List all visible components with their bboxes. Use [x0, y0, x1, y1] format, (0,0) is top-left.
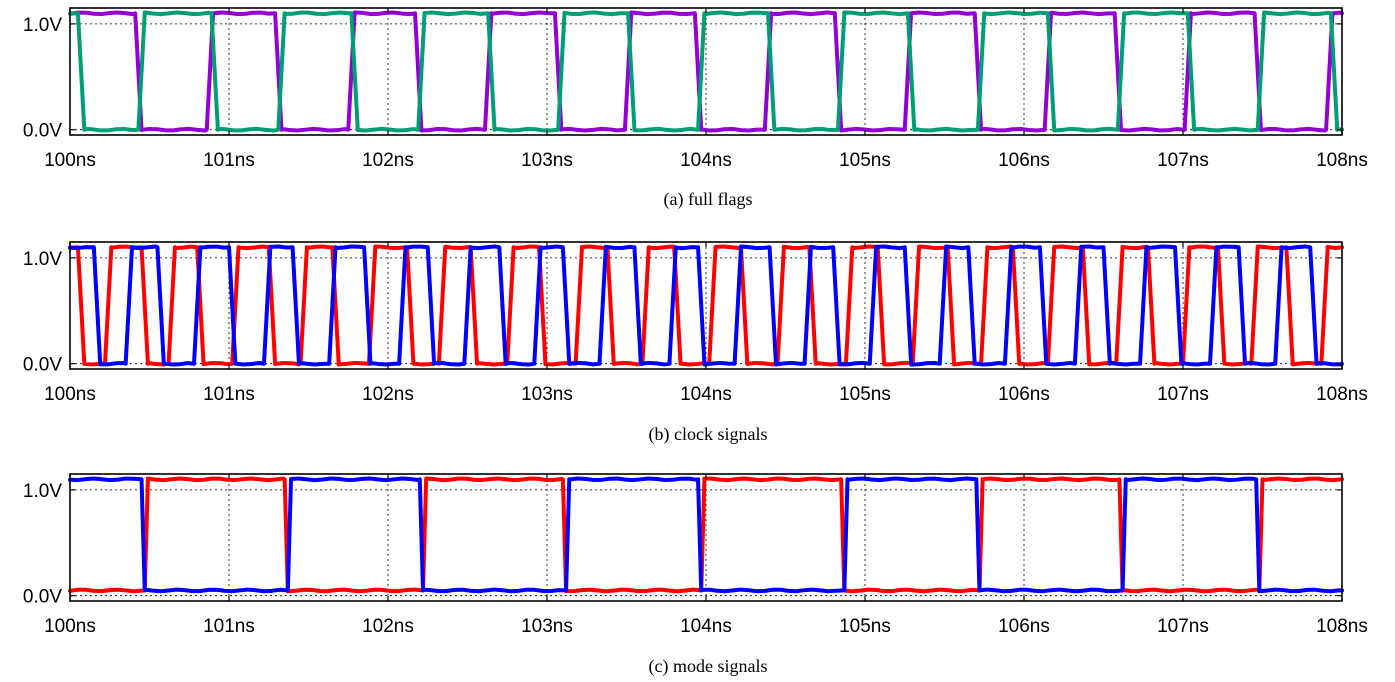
x-tick-label: 108ns — [1316, 616, 1368, 637]
x-tick-label: 104ns — [680, 384, 732, 405]
x-tick-label: 105ns — [839, 150, 891, 171]
x-tick-label: 107ns — [1157, 384, 1209, 405]
x-tick-label: 103ns — [521, 384, 573, 405]
x-tick-label: 106ns — [998, 384, 1050, 405]
chart-panel-3: 100ns 101ns 102ns 103ns 104ns 105ns 106ns 107ns… — [23, 473, 1368, 677]
plot-frame — [69, 7, 1343, 136]
signal-trace-1 — [68, 244, 1344, 367]
x-tick-label: 103ns — [521, 616, 573, 637]
x-tick-label: 105ns — [839, 616, 891, 637]
x-tick-label: 105ns — [839, 384, 891, 405]
y-tick-label: 1.0V — [23, 249, 62, 270]
x-tick-label: 100ns — [44, 150, 96, 171]
x-tick-label: 100ns — [44, 616, 96, 637]
signal-trace-2 — [68, 10, 1344, 133]
x-tick-label: 107ns — [1157, 150, 1209, 171]
x-tick-label: 108ns — [1316, 384, 1368, 405]
signal-trace-1 — [68, 10, 1344, 133]
signal-trace-2 — [68, 244, 1344, 367]
x-tick-label: 101ns — [203, 616, 255, 637]
y-tick-label: 0.0V — [23, 355, 62, 376]
chart-panel-1: 100ns 101ns 102ns 103ns 104ns 105ns 106ns 107ns… — [23, 7, 1368, 210]
signal-trace-1 — [68, 476, 1344, 594]
y-tick-label: 1.0V — [23, 15, 62, 36]
y-tick-label: 0.0V — [23, 121, 62, 142]
chart-panel-2: 100ns 101ns 102ns 103ns 104ns 105ns 106ns 107ns… — [23, 241, 1368, 445]
x-tick-label: 104ns — [680, 150, 732, 171]
panel-caption: (c) mode signals — [649, 656, 768, 677]
x-tick-label: 102ns — [362, 616, 414, 637]
x-tick-label: 102ns — [362, 150, 414, 171]
panel-caption: (b) clock signals — [649, 424, 768, 445]
x-tick-label: 103ns — [521, 150, 573, 171]
signal-trace-2 — [68, 476, 1344, 594]
x-tick-label: 106ns — [998, 616, 1050, 637]
y-tick-label: 1.0V — [23, 481, 62, 502]
panel-caption: (a) full flags — [664, 189, 753, 210]
x-tick-label: 101ns — [203, 384, 255, 405]
x-tick-label: 101ns — [203, 150, 255, 171]
x-tick-label: 108ns — [1316, 150, 1368, 171]
x-tick-label: 106ns — [998, 150, 1050, 171]
x-tick-label: 104ns — [680, 616, 732, 637]
x-tick-label: 102ns — [362, 384, 414, 405]
x-tick-label: 100ns — [44, 384, 96, 405]
y-tick-label: 0.0V — [23, 587, 62, 608]
x-tick-label: 107ns — [1157, 616, 1209, 637]
